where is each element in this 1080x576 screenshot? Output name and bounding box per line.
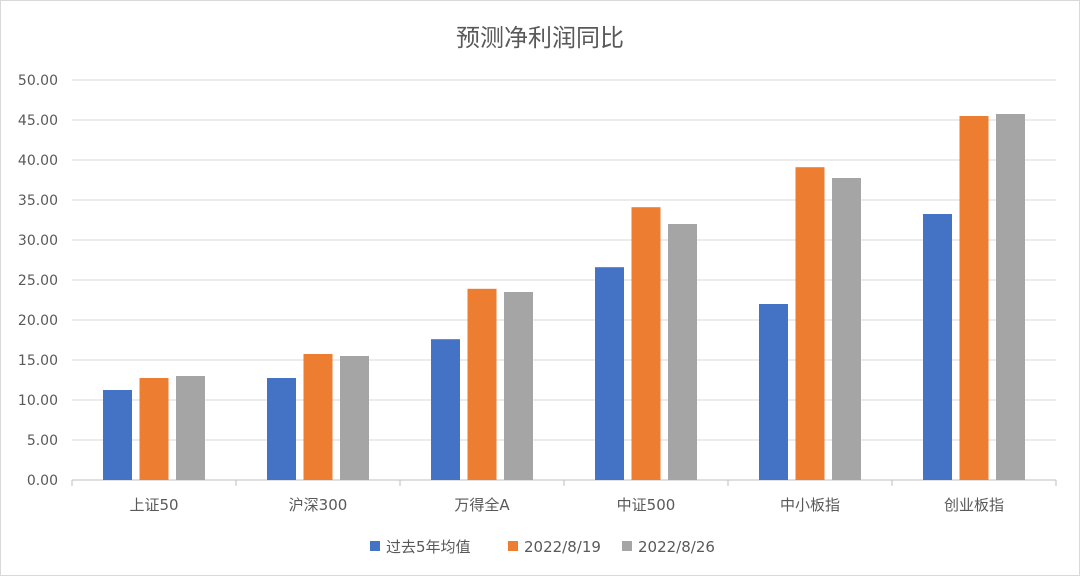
y-tick-label: 45.00: [18, 113, 58, 129]
bar-中证500-过去5年均值: [595, 267, 624, 480]
legend-label: 2022/8/26: [638, 538, 715, 556]
bar-中证500-2022/8/19: [631, 207, 661, 480]
y-tick-label: 30.00: [18, 233, 58, 249]
bar-沪深300-2022/8/19: [303, 354, 333, 480]
bar-中小板指-2022/8/26: [832, 178, 861, 480]
x-tick-label: 中小板指: [780, 496, 840, 514]
bar-中小板指-过去5年均值: [759, 304, 788, 480]
x-tick-label: 上证50: [129, 496, 178, 514]
x-tick-label: 万得全A: [454, 496, 510, 514]
legend-swatch: [622, 541, 632, 551]
bar-沪深300-过去5年均值: [267, 378, 296, 480]
bar-万得全A-过去5年均值: [431, 339, 460, 480]
legend-swatch: [508, 541, 518, 551]
x-tick-label: 沪深300: [289, 496, 348, 514]
x-tick-label: 创业板指: [944, 496, 1004, 514]
y-tick-label: 15.00: [18, 353, 58, 369]
y-tick-label: 10.00: [18, 393, 58, 409]
y-tick-label: 40.00: [18, 153, 58, 169]
bar-上证50-过去5年均值: [103, 390, 132, 480]
bar-创业板指-2022/8/19: [959, 116, 989, 480]
bar-沪深300-2022/8/26: [340, 356, 369, 480]
bar-创业板指-过去5年均值: [923, 214, 952, 480]
y-tick-label: 0.00: [27, 473, 58, 489]
bar-中证500-2022/8/26: [668, 224, 697, 480]
legend-swatch: [370, 541, 380, 551]
legend-label: 过去5年均值: [386, 538, 471, 556]
bar-上证50-2022/8/19: [139, 378, 169, 480]
y-tick-label: 50.00: [18, 73, 58, 89]
chart-title: 预测净利润同比: [456, 24, 624, 52]
bar-中小板指-2022/8/19: [795, 167, 825, 480]
legend-label: 2022/8/19: [524, 538, 601, 556]
y-tick-label: 5.00: [27, 433, 58, 449]
y-tick-label: 20.00: [18, 313, 58, 329]
x-tick-label: 中证500: [617, 496, 676, 514]
y-tick-label: 25.00: [18, 273, 58, 289]
bar-创业板指-2022/8/26: [996, 114, 1025, 480]
bar-万得全A-2022/8/19: [467, 288, 497, 480]
bar-万得全A-2022/8/26: [504, 292, 533, 480]
bar-上证50-2022/8/26: [176, 376, 205, 480]
y-tick-label: 35.00: [18, 193, 58, 209]
